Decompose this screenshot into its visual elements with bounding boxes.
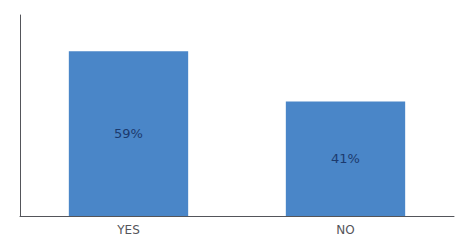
svg-text:59%: 59% xyxy=(114,126,143,141)
svg-text:41%: 41% xyxy=(331,151,360,166)
svg-text:YES: YES xyxy=(116,223,140,237)
svg-text:NO: NO xyxy=(336,223,354,237)
